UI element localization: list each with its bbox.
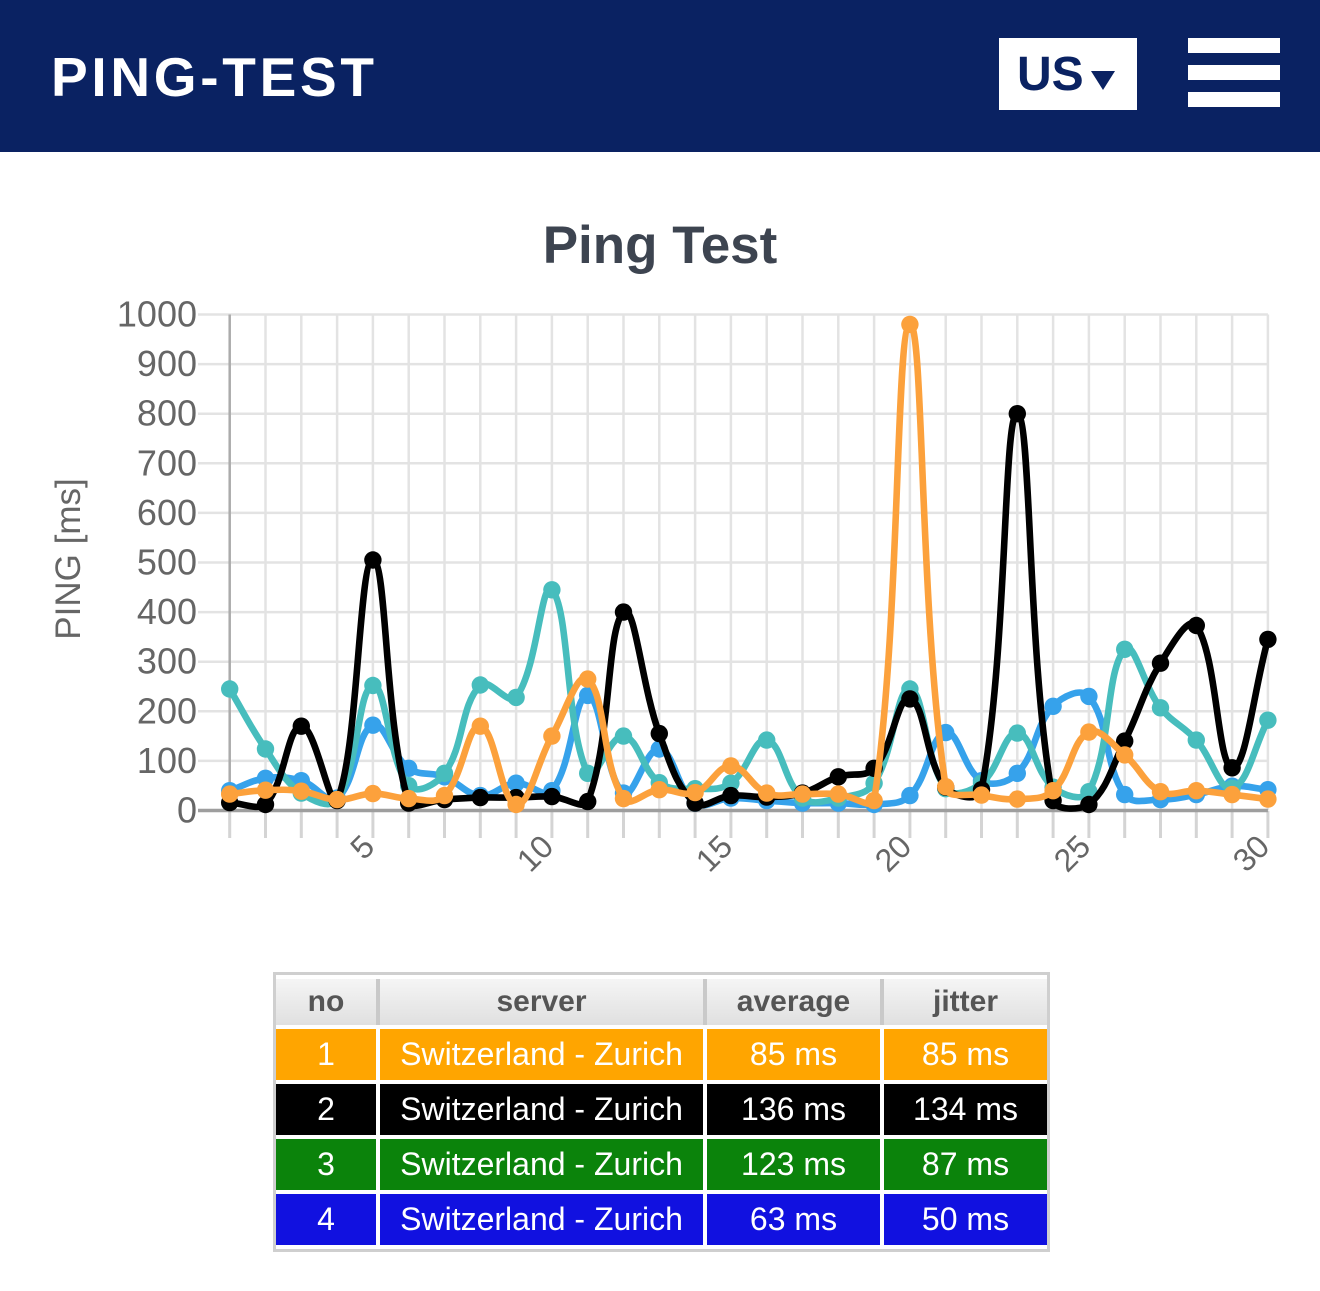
svg-text:PING [ms]: PING [ms] — [49, 478, 88, 639]
svg-text:400: 400 — [137, 591, 197, 632]
svg-text:5: 5 — [343, 828, 381, 866]
svg-text:200: 200 — [137, 690, 197, 731]
svg-text:100: 100 — [137, 740, 197, 781]
svg-text:500: 500 — [137, 542, 197, 583]
svg-text:800: 800 — [137, 393, 197, 434]
svg-text:0: 0 — [177, 790, 197, 831]
svg-text:600: 600 — [137, 492, 197, 533]
svg-text:900: 900 — [137, 343, 197, 384]
svg-text:1000: 1000 — [117, 294, 197, 335]
svg-text:700: 700 — [137, 442, 197, 483]
svg-text:300: 300 — [137, 641, 197, 682]
